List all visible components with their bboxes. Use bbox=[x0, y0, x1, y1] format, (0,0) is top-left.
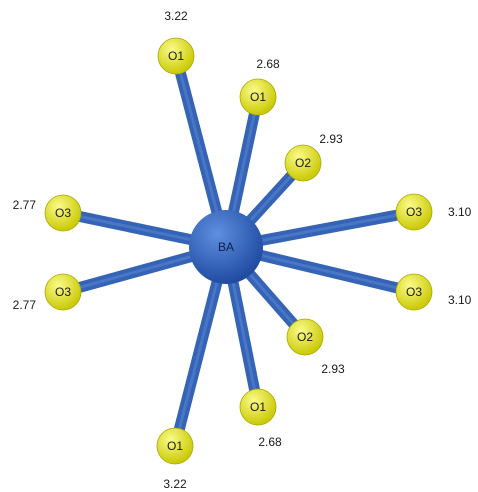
ligand-label-8: O1 bbox=[167, 439, 183, 453]
distance-label-8: 3.22 bbox=[163, 477, 187, 491]
distance-label-7: 2.68 bbox=[258, 435, 282, 449]
ligand-atom-5: O3 bbox=[395, 273, 433, 311]
ligand-sphere-7 bbox=[239, 388, 277, 426]
distance-label-4: 3.10 bbox=[448, 205, 472, 219]
distance-label-10: 2.77 bbox=[13, 298, 37, 312]
center-atom: BA bbox=[189, 210, 263, 284]
ligand-label-2: O1 bbox=[250, 90, 266, 104]
ligand-label-3: O2 bbox=[295, 156, 311, 170]
distance-label-3: 2.93 bbox=[319, 132, 343, 146]
ligand-label-4: O3 bbox=[406, 205, 422, 219]
distance-label-5: 3.10 bbox=[448, 293, 472, 307]
ligand-atom-2: O1 bbox=[239, 78, 277, 116]
ligand-label-1: O1 bbox=[168, 49, 184, 63]
center-atom-sphere bbox=[189, 210, 263, 284]
ligand-sphere-9 bbox=[44, 194, 82, 232]
ligand-atom-8: O1 bbox=[156, 427, 194, 465]
center-atom-label: BA bbox=[218, 240, 234, 254]
ligand-label-9: O3 bbox=[55, 206, 71, 220]
ligand-sphere-1 bbox=[157, 37, 195, 75]
ligand-atom-9: O3 bbox=[44, 194, 82, 232]
distance-label-1: 3.22 bbox=[164, 9, 188, 23]
ligand-label-5: O3 bbox=[406, 285, 422, 299]
ligand-sphere-3 bbox=[284, 144, 322, 182]
distance-label-2: 2.68 bbox=[256, 57, 280, 71]
ligand-atom-6: O2 bbox=[286, 318, 324, 356]
ligand-label-7: O1 bbox=[250, 400, 266, 414]
distance-labels-layer: 3.22 2.68 2.93 3.10 3.10 2.93 2.68 3.22 2.77 2.77 bbox=[13, 9, 472, 491]
ligands-layer: O1 O1 O2 O3 O3 O2 O1 O1 O3 O3 bbox=[44, 37, 433, 465]
ligand-sphere-8 bbox=[156, 427, 194, 465]
ligand-label-10: O3 bbox=[55, 285, 71, 299]
ligand-sphere-5 bbox=[395, 273, 433, 311]
ligand-sphere-10 bbox=[44, 273, 82, 311]
ligand-atom-7: O1 bbox=[239, 388, 277, 426]
ligand-label-6: O2 bbox=[297, 330, 313, 344]
ligand-sphere-4 bbox=[395, 193, 433, 231]
ligand-atom-4: O3 bbox=[395, 193, 433, 231]
ligand-atom-1: O1 bbox=[157, 37, 195, 75]
ligand-sphere-6 bbox=[286, 318, 324, 356]
distance-label-9: 2.77 bbox=[13, 198, 37, 212]
ligand-atom-3: O2 bbox=[284, 144, 322, 182]
ligand-atom-10: O3 bbox=[44, 273, 82, 311]
distance-label-6: 2.93 bbox=[321, 362, 345, 376]
ligand-sphere-2 bbox=[239, 78, 277, 116]
